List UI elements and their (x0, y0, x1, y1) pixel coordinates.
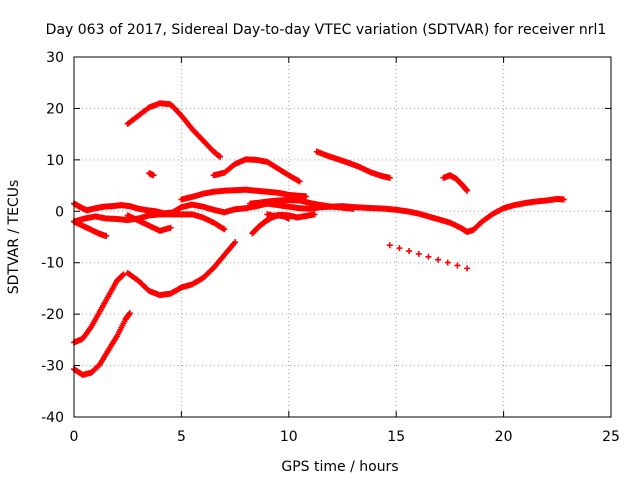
plot-frame (73, 56, 612, 418)
data-point (302, 193, 309, 200)
data-point (126, 310, 133, 317)
data-point (285, 215, 292, 222)
y-tick-label: 20 (46, 101, 64, 117)
series-arc-l (146, 170, 157, 179)
y-tick-label: -10 (41, 256, 64, 272)
y-tick-label: 0 (55, 204, 64, 220)
data-point (464, 265, 471, 272)
x-tick-label: 15 (387, 429, 405, 445)
data-point (415, 250, 422, 257)
data-point (386, 242, 393, 249)
series-arc-i (124, 100, 224, 160)
data-point (217, 153, 224, 160)
series-outliers (386, 242, 471, 272)
data-points (71, 100, 567, 378)
data-point (444, 259, 451, 266)
series-arc-f (247, 196, 357, 212)
y-tick-label: 30 (46, 50, 64, 66)
data-point (167, 224, 174, 231)
series-arc-j (210, 156, 303, 185)
series-arc-p (71, 310, 133, 378)
data-point (560, 196, 567, 203)
series-arc-n (124, 239, 239, 299)
data-point (150, 172, 157, 179)
y-tick-label: 10 (46, 153, 64, 169)
series-arc-d (124, 212, 174, 234)
data-point (464, 187, 471, 194)
data-point (232, 239, 239, 246)
data-point (350, 205, 357, 212)
series-arc-m (440, 172, 471, 194)
data-point (311, 211, 318, 218)
data-point (103, 232, 110, 239)
chart-title: Day 063 of 2017, Sidereal Day-to-day VTE… (46, 22, 607, 38)
series-arc-k (313, 148, 393, 181)
data-point (120, 271, 127, 278)
x-tick-label: 5 (177, 429, 186, 445)
series-arc-e (178, 186, 309, 203)
data-point (435, 256, 442, 263)
series-arc-o (71, 271, 127, 346)
data-point (425, 253, 432, 260)
y-axis-label: SDTVAR / TECUs (6, 180, 22, 295)
data-point (386, 174, 393, 181)
x-tick-label: 10 (280, 429, 298, 445)
data-point (454, 262, 461, 269)
axis-ticks: 0 5 10 15 20 25 -40 -30 -20 -10 0 10 20 30 (41, 50, 620, 445)
x-tick-label: 25 (602, 429, 620, 445)
data-point (396, 245, 403, 252)
data-point (221, 226, 228, 233)
data-point (296, 178, 303, 185)
x-tick-label: 20 (495, 429, 513, 445)
y-tick-label: -40 (41, 410, 64, 426)
series-arc-h (249, 212, 292, 237)
x-tick-label: 0 (70, 429, 79, 445)
data-point (406, 248, 413, 255)
y-tick-label: -20 (41, 307, 64, 323)
x-axis-label: GPS time / hours (281, 459, 398, 475)
y-tick-label: -30 (41, 359, 64, 375)
